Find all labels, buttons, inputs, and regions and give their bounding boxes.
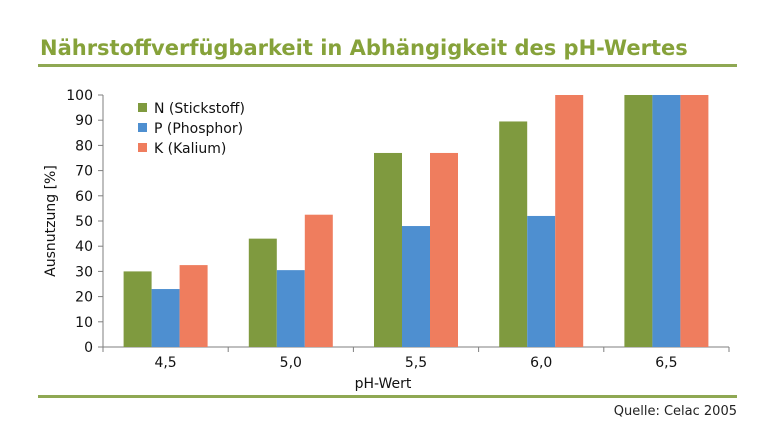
legend-swatch <box>138 123 147 132</box>
bar-p-6-0 <box>527 215 556 347</box>
bar-p-5-0 <box>276 270 305 347</box>
bar-n-5-5 <box>374 152 402 347</box>
y-tick-label: 70 <box>75 164 93 180</box>
bar-p-5-5 <box>402 226 430 347</box>
bar-n-4-5 <box>123 271 152 347</box>
bars <box>123 95 709 348</box>
y-tick-label: 60 <box>75 189 93 205</box>
x-tick-label: 6,0 <box>530 355 552 371</box>
legend-label: P (Phosphor) <box>154 121 243 137</box>
x-tick-label: 4,5 <box>154 355 176 371</box>
bar-n-6-0 <box>499 121 528 348</box>
source-note: Quelle: Celac 2005 <box>613 404 737 419</box>
legend-swatch <box>138 143 147 152</box>
legend-label: N (Stickstoff) <box>154 101 245 117</box>
y-tick-label: 50 <box>75 214 93 230</box>
y-tick-label: 0 <box>84 340 93 356</box>
y-tick-label: 90 <box>75 113 93 129</box>
y-tick-label: 10 <box>75 315 93 331</box>
y-tick-label: 40 <box>75 239 93 255</box>
y-tick-label: 80 <box>75 138 93 154</box>
x-tick-label: 5,5 <box>405 355 427 371</box>
y-tick-label: 30 <box>75 264 93 280</box>
bar-k-6-0 <box>555 95 584 347</box>
bar-k-6-5 <box>680 95 709 347</box>
x-tick-label: 6,5 <box>655 355 677 371</box>
bar-n-5-0 <box>248 238 277 347</box>
chart-title: Nährstoffverfügbarkeit in Abhängigkeit d… <box>40 36 688 60</box>
bar-n-6-5 <box>624 95 653 347</box>
bar-p-6-5 <box>652 95 681 347</box>
bar-k-4-5 <box>179 265 208 347</box>
x-axis-label: pH-Wert <box>355 376 412 392</box>
y-tick-label: 100 <box>66 88 93 104</box>
y-tick-label: 20 <box>75 290 93 306</box>
title-rule <box>38 64 737 67</box>
x-tick-label: 5,0 <box>280 355 302 371</box>
bar-k-5-0 <box>304 214 333 347</box>
legend: N (Stickstoff) P (Phosphor) K (Kalium) <box>138 101 245 157</box>
y-axis-label: Ausnutzung [%] <box>43 165 59 277</box>
legend-label: K (Kalium) <box>154 141 226 157</box>
bar-p-4-5 <box>151 289 180 347</box>
footer-rule <box>38 395 737 398</box>
legend-swatch <box>138 103 147 112</box>
bar-k-5-5 <box>430 152 458 347</box>
